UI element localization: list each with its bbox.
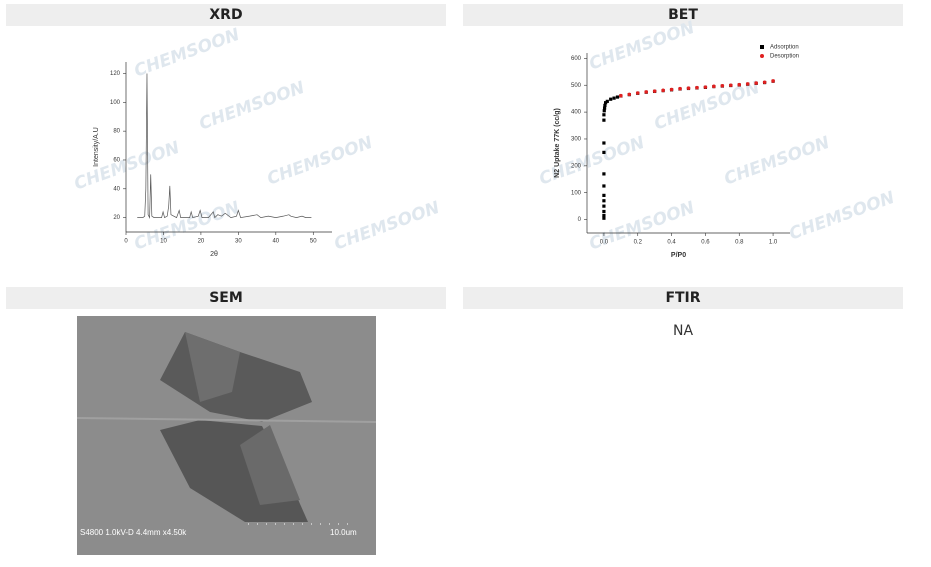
y-tick-label: 400	[571, 110, 582, 116]
point	[609, 97, 613, 101]
point	[615, 95, 620, 99]
point	[652, 89, 657, 93]
y-tick-label: 200	[571, 163, 582, 169]
point	[604, 101, 608, 105]
point	[602, 109, 606, 113]
y-tick-label: 80	[113, 129, 120, 135]
point	[602, 184, 606, 188]
ftir-text: NA	[673, 323, 693, 339]
watermark: CHEMSOON	[722, 133, 833, 190]
x-tick-label: 0.2	[634, 240, 643, 246]
point	[635, 91, 640, 95]
y-tick-label: 0	[578, 217, 582, 223]
point	[728, 83, 733, 88]
xrd-line	[137, 73, 312, 219]
point	[602, 113, 606, 117]
sem-caption: S4800 1.0kV-D 4.4mm x4.50k	[80, 528, 187, 537]
point	[754, 81, 758, 85]
point	[737, 82, 742, 87]
point	[644, 90, 649, 94]
point	[602, 118, 606, 122]
watermark: CHEMSOON	[72, 138, 183, 195]
x-tick-label: 1.0	[769, 240, 778, 246]
point	[602, 172, 606, 176]
crystal-face	[240, 425, 300, 505]
y-axis-label: Intensity/A.U	[93, 127, 100, 167]
legend-marker	[760, 45, 764, 49]
point	[678, 86, 682, 91]
y-tick-label: 100	[110, 100, 121, 106]
y-tick-label: 60	[113, 158, 120, 164]
x-tick-label: 0.4	[667, 240, 676, 246]
x-tick-label: 40	[272, 239, 279, 245]
x-axis-label: 2θ	[210, 251, 218, 258]
watermark: CHEMSOON	[787, 188, 898, 245]
sem-image: S4800 1.0kV-D 4.4mm x4.50k 10.0um	[76, 316, 377, 555]
point	[602, 141, 606, 145]
x-tick-label: 0.0	[600, 240, 609, 246]
x-tick-label: 0.8	[735, 240, 744, 246]
point	[720, 83, 725, 88]
point	[602, 150, 606, 155]
point	[603, 103, 607, 107]
point	[703, 85, 708, 89]
watermark: CHEMSOON	[197, 78, 308, 135]
point	[745, 82, 750, 86]
y-tick-label: 300	[571, 137, 582, 143]
point	[661, 88, 665, 93]
point	[619, 93, 623, 98]
legend-label: Desorption	[770, 54, 799, 60]
point	[602, 106, 607, 110]
panel-title: FTIR	[665, 290, 700, 306]
point	[602, 204, 606, 208]
header-bar	[463, 287, 903, 309]
y-tick-label: 100	[571, 190, 582, 196]
point	[669, 87, 674, 92]
point	[602, 193, 606, 197]
sem-scale: 10.0um	[330, 528, 357, 537]
point	[762, 80, 767, 85]
legend-marker	[760, 54, 764, 58]
x-tick-label: 0	[124, 239, 128, 245]
y-tick-label: 500	[571, 83, 582, 89]
point	[602, 199, 606, 203]
watermark: CHEMSOON	[265, 133, 376, 190]
header-bar	[6, 4, 446, 26]
point	[602, 209, 606, 214]
panel-title: XRD	[209, 7, 242, 23]
crystal-face	[185, 332, 240, 402]
x-tick-label: 10	[160, 239, 167, 245]
point	[695, 85, 699, 90]
y-tick-label: 120	[110, 71, 121, 77]
x-tick-label: 0.6	[701, 240, 710, 246]
header-bar	[463, 4, 903, 26]
x-tick-label: 20	[198, 239, 205, 245]
point	[602, 216, 606, 220]
header-bar	[6, 287, 446, 309]
watermark: CHEMSOON	[332, 198, 443, 255]
point	[771, 79, 775, 83]
watermark: CHEMSOON	[132, 25, 243, 82]
x-tick-label: 50	[310, 239, 317, 245]
scratch	[76, 417, 377, 423]
y-axis-label: N2 Uptake 77K (cc/g)	[554, 108, 561, 178]
point	[686, 86, 691, 90]
point	[602, 213, 606, 218]
point	[605, 99, 609, 103]
point	[627, 92, 632, 97]
y-tick-label: 40	[113, 186, 120, 192]
point	[712, 84, 716, 89]
point	[612, 96, 616, 100]
y-tick-label: 600	[571, 56, 582, 62]
x-tick-label: 30	[235, 239, 242, 245]
legend-label: Adsorption	[770, 45, 799, 51]
panel-title: SEM	[209, 290, 243, 306]
watermark: CHEMSOON	[587, 18, 698, 75]
y-tick-label: 20	[113, 215, 120, 221]
panel-title: BET	[668, 7, 698, 23]
x-axis-label: P/P0	[671, 252, 686, 259]
